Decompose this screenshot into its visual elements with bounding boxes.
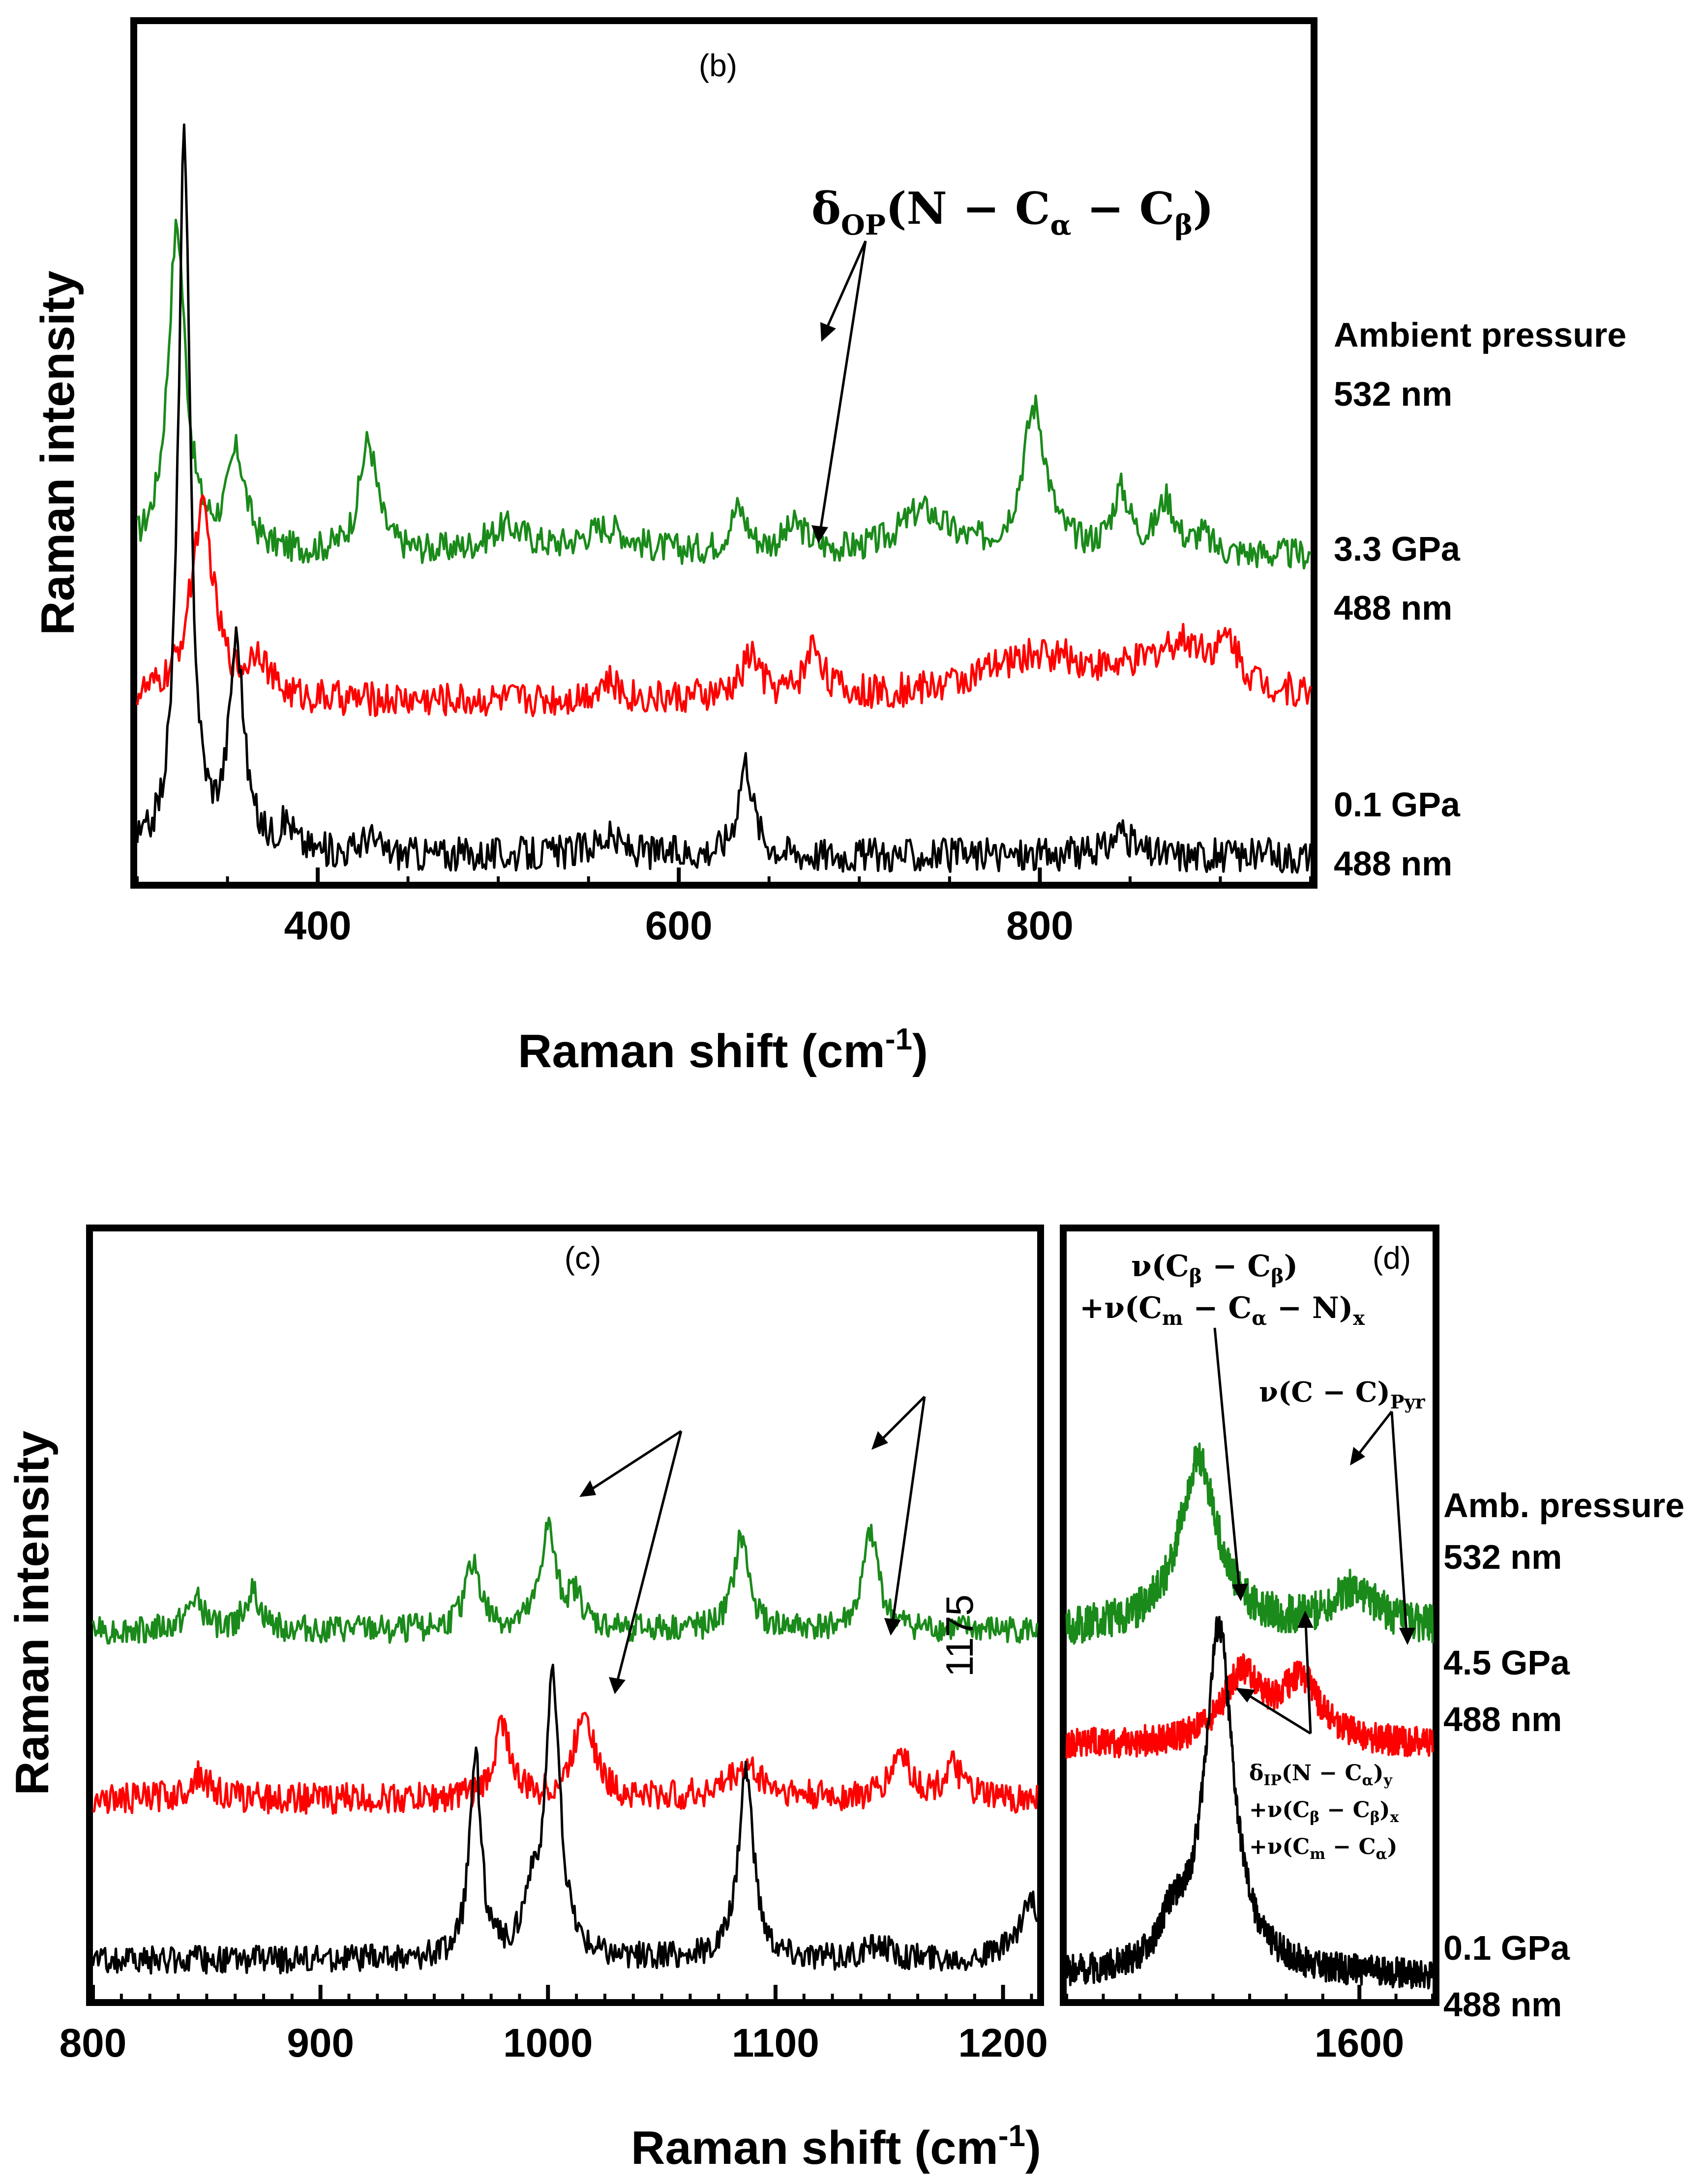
legend-d-amb-wl: 532 nm (1443, 1538, 1562, 1576)
annotation-b-arrows (811, 240, 867, 543)
spectrum-d-1 (1065, 1442, 1434, 1645)
annotation-d-nu-cb: ν(Cβ − Cβ) (1131, 1249, 1298, 1288)
spectrum-c-3 (91, 1664, 1039, 1975)
panel-b-xlabel: Raman shift (cm-1) (518, 1022, 928, 1077)
legend-d-45gpa: 4.5 GPa (1443, 1644, 1570, 1682)
tick-label-c-1000: 1000 (503, 2021, 593, 2065)
panel-c-frame (86, 1225, 1044, 2006)
tick-label-b-600: 600 (645, 903, 713, 948)
annotation-d-nu-pyr: ν(C − C)Pyr (1259, 1376, 1426, 1413)
tick-label-b-400: 400 (284, 903, 352, 948)
panel-b-series (136, 123, 1312, 874)
legend-b-ambient: Ambient pressure (1334, 316, 1626, 354)
panel-b-ticks: 400 600 800 (136, 868, 1312, 948)
spectrum-c-2 (92, 1711, 1039, 1815)
legend-b-ambient-wl: 532 nm (1334, 375, 1452, 413)
panel-b: (b) 400 600 800 Raman intensity Raman shif… (31, 17, 1626, 1077)
annotation-c-arrows (579, 1396, 926, 1694)
panel-b-tag: (b) (699, 48, 737, 83)
annotation-b-delta-op: δOP(N − Cα − Cβ) (811, 182, 1214, 241)
legend-d-amb: Amb. pressure (1443, 1486, 1684, 1525)
legend-b-01gpa-wl: 488 nm (1334, 844, 1452, 883)
spectrum-d-3 (1065, 1616, 1434, 1990)
legend-b-33gpa-wl: 488 nm (1334, 589, 1452, 627)
annotation-c-1175: 1175 (938, 1594, 981, 1677)
spectrum-b-1 (136, 218, 1312, 569)
tick-label-b-800: 800 (1006, 903, 1074, 948)
tick-label-d-1600: 1600 (1315, 2021, 1404, 2065)
panel-d-series (1065, 1442, 1434, 1990)
tick-label-c-1200: 1200 (958, 2021, 1048, 2065)
panel-d: (d) 1600 Amb. pressure 532 nm 4.5 GPa 48… (1060, 1225, 1684, 2065)
annotation-d-arrows (1213, 1327, 1415, 1735)
panel-b-frame (130, 17, 1317, 889)
panel-c-tag: (c) (565, 1240, 601, 1276)
panel-c-ticks: 800 900 1000 1100 1200 (60, 1985, 1048, 2065)
spectrum-b-2 (136, 494, 1312, 718)
legend-d-45gpa-wl: 488 nm (1443, 1700, 1562, 1738)
spectrum-d-2 (1065, 1653, 1434, 1759)
spectrum-b-3 (136, 123, 1312, 874)
spectrum-c-1 (91, 1516, 1039, 1645)
panel-c: (c) 800 900 1000 1100 1200 Raman intensity R… (6, 1225, 1048, 2174)
annotation-d-delta-ip: δIP(N − Cα)y (1249, 1761, 1393, 1789)
annotation-d-nu-cbx: +ν(Cβ − Cβ)x (1249, 1797, 1399, 1826)
panel-b-ylabel: Raman intensity (31, 270, 84, 635)
tick-label-c-800: 800 (60, 2021, 127, 2065)
panel-c-xlabel: Raman shift (cm-1) (631, 2119, 1041, 2174)
tick-label-c-900: 900 (287, 2021, 354, 2065)
tick-label-c-1100: 1100 (732, 2021, 819, 2065)
annotation-d-nu-cmca: +ν(Cm − Cα) (1249, 1834, 1397, 1863)
legend-d-01gpa: 0.1 GPa (1443, 1929, 1570, 1967)
legend-b-01gpa: 0.1 GPa (1334, 785, 1461, 824)
panel-d-ticks: 1600 (1065, 1985, 1434, 2065)
legend-d-01gpa-wl: 488 nm (1443, 1985, 1562, 2024)
panel-c-series (91, 1516, 1039, 1975)
annotation-d-nu-cm: +ν(Cm − Cα − N)x (1079, 1291, 1365, 1330)
panel-c-ylabel: Raman intensity (6, 1431, 59, 1795)
legend-b-33gpa: 3.3 GPa (1334, 530, 1461, 568)
panel-d-tag: (d) (1373, 1240, 1411, 1276)
